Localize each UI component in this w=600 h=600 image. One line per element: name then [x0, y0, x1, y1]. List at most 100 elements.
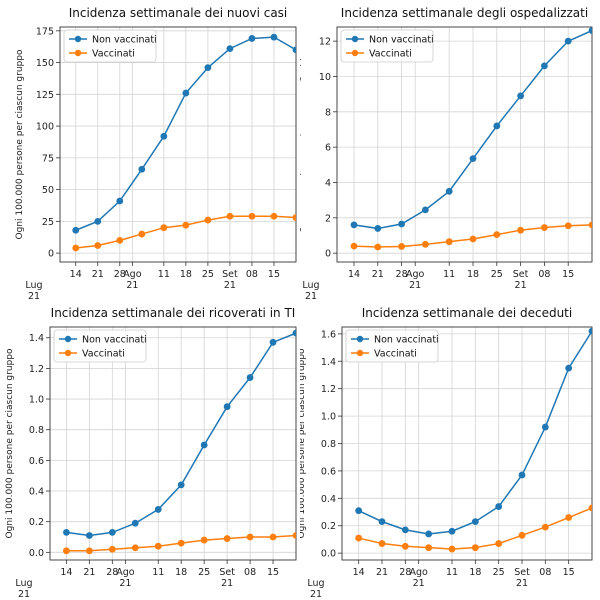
nuovi-casi-series-0-point-2 — [116, 197, 124, 205]
nuovi-casi-series-0-point-8 — [248, 35, 256, 42]
ricoverati-ti-xtick-7: Set — [219, 567, 235, 578]
ricoverati-ti-legend-label-1: Vaccinati — [82, 349, 125, 360]
deceduti-series-1-point-9 — [565, 514, 573, 521]
deceduti-ytick-3: 0.6 — [321, 466, 336, 477]
deceduti-xtick-7: Set — [514, 567, 530, 578]
nuovi-casi-series-1-point-1 — [94, 242, 102, 249]
ospedalizzati-corner-month: Lug — [302, 280, 319, 291]
ricoverati-ti-ylabel: Ogni 100.000 persone per ciascun gruppo — [5, 348, 15, 538]
ospedalizzati-xtick-2: 28 — [396, 269, 408, 280]
nuovi-casi-ytick-4: 100 — [36, 122, 54, 133]
deceduti-series-0-point-2 — [401, 526, 409, 534]
ospedalizzati-series-0-point-3 — [422, 206, 429, 214]
deceduti-legend-marker-1 — [356, 349, 364, 357]
nuovi-casi-corner-year: 21 — [28, 291, 40, 300]
ricoverati-ti-series-0-point-2 — [108, 529, 116, 536]
deceduti-series-1-point-5 — [471, 544, 479, 552]
nuovi-casi-ytick-6: 150 — [36, 58, 54, 69]
nuovi-casi-title: Incidenza settimanale dei nuovi casi — [69, 6, 288, 20]
deceduti-xtick-3: Ago — [409, 567, 428, 578]
deceduti-series-1-point-2 — [401, 542, 409, 550]
ospedalizzati-ytick-5: 10 — [319, 72, 331, 83]
nuovi-casi-ytick-2: 50 — [42, 185, 54, 196]
nuovi-casi-corner-month: Lug — [25, 280, 42, 291]
deceduti-axes-frame — [341, 326, 593, 561]
nuovi-casi-ytick-7: 175 — [36, 26, 54, 37]
deceduti-series-0-point-8 — [541, 423, 549, 431]
ospedalizzati-xtick-6: 25 — [491, 269, 503, 280]
ricoverati-ti-series-1-point-4 — [154, 542, 162, 550]
nuovi-casi-legend-box — [63, 29, 157, 63]
ricoverati-ti-ytick-2: 0.4 — [29, 487, 44, 498]
deceduti-xtick2-7: 21 — [516, 578, 528, 589]
ricoverati-ti-ytick-1: 0.2 — [29, 517, 44, 528]
deceduti-series-1-point-1 — [378, 540, 386, 547]
deceduti-ytick-0: 0.0 — [321, 549, 336, 560]
nuovi-casi-xtick-5: 18 — [180, 269, 192, 280]
ospedalizzati-series-0-point-5 — [469, 155, 477, 163]
ospedalizzati-ytick-4: 8 — [325, 107, 331, 118]
ospedalizzati-legend-label-1: Vaccinati — [369, 49, 412, 60]
nuovi-casi-xtick-3: Ago — [123, 269, 142, 280]
deceduti-xtick2-3: 21 — [413, 578, 425, 589]
deceduti-series-0-point-9 — [565, 364, 573, 372]
nuovi-casi-series-0-point-10 — [292, 46, 296, 54]
nuovi-casi-axes-frame — [59, 26, 297, 263]
ricoverati-ti-series-1-point-8 — [246, 533, 254, 541]
nuovi-casi-legend-label-0: Non vaccinati — [92, 35, 157, 46]
nuovi-casi-ytick-3: 75 — [42, 153, 54, 164]
ricoverati-ti-corner-month: Lug — [15, 578, 32, 589]
deceduti-series-1-point-3 — [425, 544, 433, 552]
ricoverati-ti-legend-box — [53, 329, 147, 363]
ospedalizzati-xtick-9: 15 — [562, 269, 574, 280]
ospedalizzati-series-0-point-0 — [350, 221, 358, 229]
deceduti-series-0 — [355, 327, 592, 538]
ricoverati-ti-series-0-point-6 — [200, 441, 208, 449]
ricoverati-ti-series-0-point-0 — [63, 529, 70, 536]
nuovi-casi-series-1-point-7 — [226, 212, 234, 220]
ricoverati-ti-series-1-point-9 — [269, 533, 277, 541]
ricoverati-ti-series-1-point-0 — [63, 547, 70, 555]
ricoverati-ti-series-0-point-1 — [85, 532, 93, 539]
ricoverati-ti-series-1-point-3 — [131, 544, 139, 552]
ricoverati-ti-series-1-point-2 — [108, 545, 116, 553]
ospedalizzati-series-1 — [350, 221, 592, 251]
deceduti-series-1-point-7 — [518, 531, 526, 539]
ospedalizzati-xtick2-3: 21 — [409, 280, 421, 291]
nuovi-casi-xtick2-7: 21 — [224, 280, 236, 291]
nuovi-casi-ytick-1: 25 — [42, 217, 54, 228]
deceduti-ytick-6: 1.2 — [321, 384, 336, 395]
nuovi-casi-series-0-point-1 — [94, 217, 102, 225]
nuovi-casi-series-0-point-3 — [138, 165, 146, 173]
deceduti-series-0-point-0 — [355, 507, 363, 515]
ricoverati-ti-xtick-1: 21 — [83, 567, 95, 578]
ospedalizzati-ytick-1: 2 — [325, 213, 331, 224]
ricoverati-ti-xtick-8: 08 — [244, 567, 256, 578]
ricoverati-ti-series-0 — [63, 329, 296, 539]
deceduti-xtick-2: 28 — [399, 567, 411, 578]
ospedalizzati-ytick-0: 0 — [325, 249, 331, 260]
ospedalizzati-xtick-4: 11 — [443, 269, 455, 280]
nuovi-casi-xtick-6: 25 — [202, 269, 214, 280]
ricoverati-ti-series-1 — [63, 532, 296, 555]
deceduti-xtick-1: 21 — [376, 567, 388, 578]
panel-ospedalizzati: Incidenza settimanale degli ospedalizzat… — [300, 0, 600, 300]
ospedalizzati-series-0-point-4 — [445, 187, 453, 195]
deceduti-legend-box — [345, 329, 439, 363]
nuovi-casi-series-0-point-5 — [182, 89, 190, 97]
nuovi-casi-series-1-point-3 — [138, 230, 146, 238]
nuovi-casi-legend-label-1: Vaccinati — [92, 49, 135, 60]
ospedalizzati-xtick-8: 08 — [538, 269, 550, 280]
deceduti-xtick-6: 25 — [493, 567, 505, 578]
ospedalizzati-series-1-point-5 — [469, 235, 477, 243]
deceduti-series-0-point-6 — [495, 503, 503, 510]
ricoverati-ti-xtick2-7: 21 — [221, 578, 233, 589]
ospedalizzati-series-1-point-9 — [564, 222, 572, 230]
ospedalizzati-series-1-point-1 — [374, 243, 382, 251]
chart-ricoverati-ti: Incidenza settimanale dei ricoverati in … — [5, 306, 297, 600]
deceduti-series-0-point-1 — [378, 518, 386, 526]
chart-nuovi-casi: Incidenza settimanale dei nuovi casi Ogni… — [15, 6, 297, 300]
nuovi-casi-series-1-point-0 — [72, 244, 80, 252]
nuovi-casi-series-1-point-4 — [160, 224, 168, 232]
nuovi-casi-series-1-point-6 — [204, 216, 212, 224]
